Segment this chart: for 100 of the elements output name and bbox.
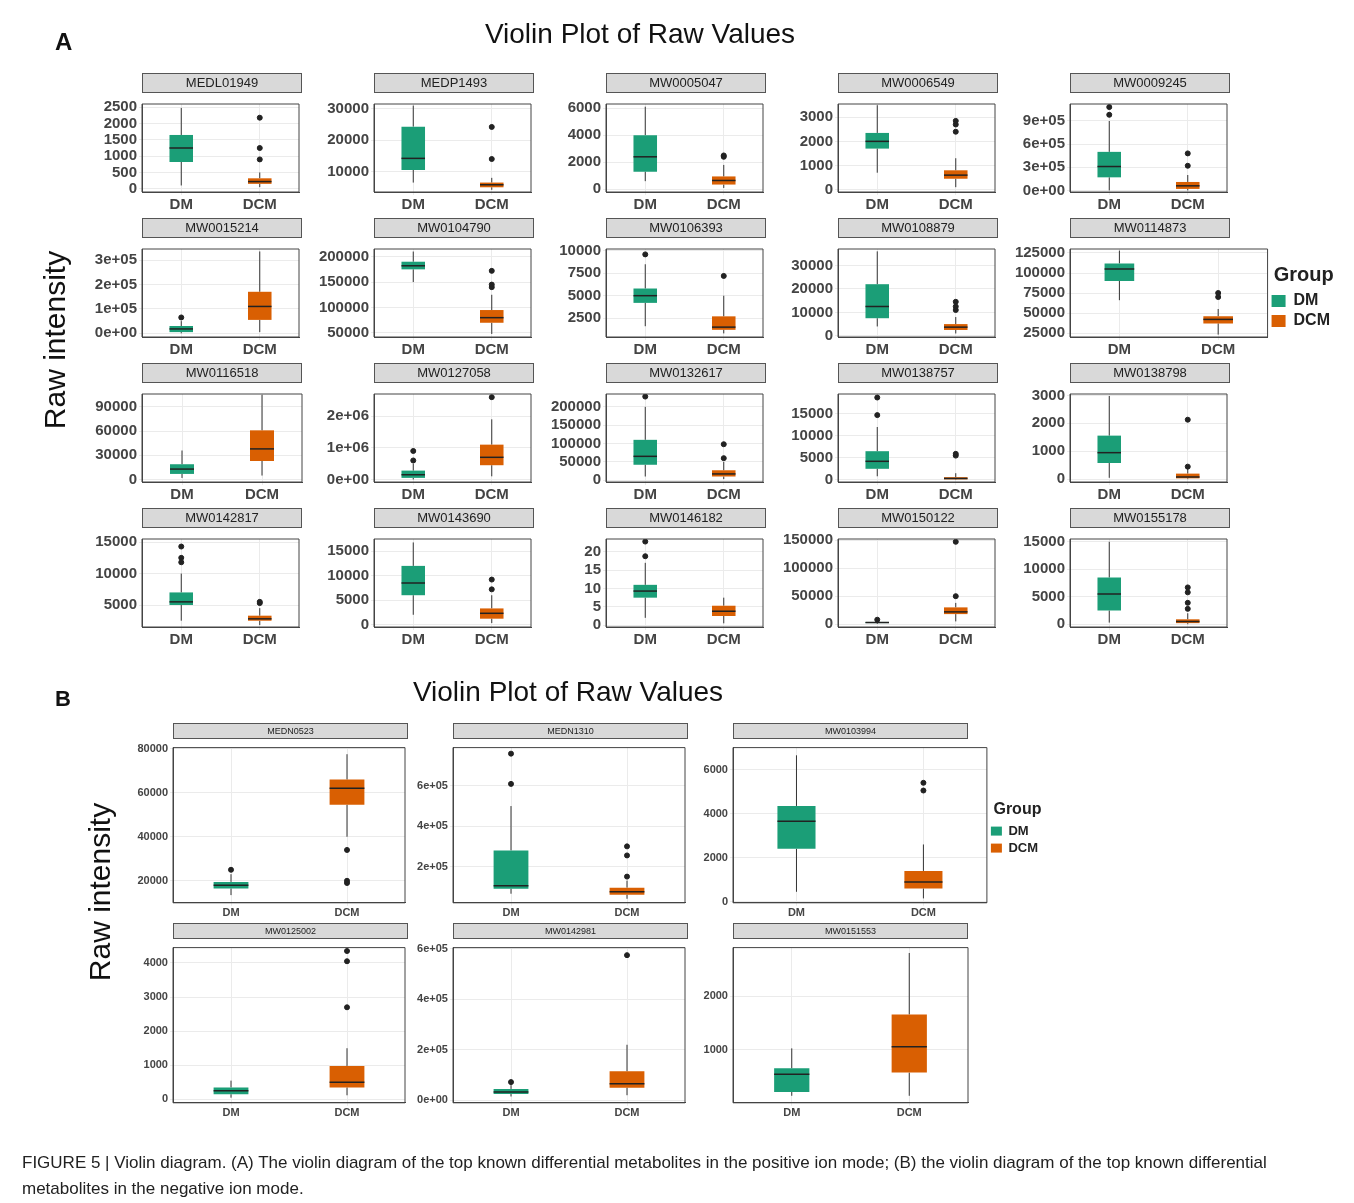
chart-title: MW0104790 — [374, 218, 534, 238]
x-tick-label: DCM — [896, 1106, 922, 1119]
y-tick-label: 3000 — [1031, 385, 1065, 403]
chart-title: MW0009245 — [1070, 73, 1230, 93]
x-tick-label: DCM — [706, 485, 741, 503]
y-axis-title: Raw intensity — [82, 801, 117, 984]
y-tick-label: 10000 — [327, 161, 369, 179]
y-tick-label: 0 — [824, 614, 833, 632]
y-tick-label: 20000 — [791, 279, 833, 297]
y-tick-label: 80000 — [137, 741, 168, 754]
chart-title: MW0114873 — [1070, 218, 1230, 238]
x-tick-label: DCM — [474, 485, 509, 503]
y-tick-label: 15 — [584, 560, 601, 578]
y-tick-label: 20000 — [137, 873, 168, 886]
y-tick-label: 25000 — [1023, 323, 1065, 341]
y-tick-label: 5000 — [103, 595, 137, 613]
y-tick-label: 30000 — [327, 98, 369, 116]
x-tick-label: DM — [222, 1106, 240, 1119]
y-tick-label: 1e+06 — [326, 437, 369, 455]
chart-title: MW0146182 — [606, 508, 766, 528]
y-tick-label: 0 — [721, 894, 728, 907]
y-tick-label: 15000 — [95, 532, 137, 550]
y-tick-label: 2000 — [799, 131, 833, 149]
x-tick-label: DCM — [1170, 195, 1205, 213]
y-tick-label: 150000 — [782, 530, 833, 548]
x-tick-label: DCM — [938, 195, 973, 213]
y-tick-label: 100000 — [1014, 263, 1065, 281]
y-tick-label: 4000 — [567, 125, 601, 143]
y-tick-label: 0e+00 — [326, 469, 369, 487]
x-tick-label: DCM — [706, 340, 741, 358]
x-tick-label: DM — [633, 195, 657, 213]
chart-title: MW0125002 — [173, 923, 408, 939]
y-tick-label: 90000 — [95, 397, 137, 415]
x-tick-label: DCM — [242, 340, 277, 358]
y-tick-label: 150000 — [318, 272, 369, 290]
x-tick-label: DM — [222, 906, 240, 919]
y-tick-label: 10 — [584, 578, 601, 596]
x-tick-label: DM — [633, 630, 657, 648]
x-tick-label: DM — [401, 195, 425, 213]
y-tick-label: 100000 — [550, 433, 601, 451]
y-tick-label: 5 — [592, 596, 601, 614]
x-tick-label: DCM — [244, 485, 280, 503]
chart-title: MW0005047 — [606, 73, 766, 93]
y-tick-label: 0 — [128, 469, 137, 487]
x-tick-label: DCM — [910, 906, 936, 919]
caption: FIGURE 5 | Violin diagram. (A) The violin diagram of the top known differential metabolites in the positive ion mode; (B) the violin diagram of the top known differential metabolites in the negative ion mode. — [22, 1152, 1268, 1200]
chart-title: MW0150122 — [838, 508, 998, 528]
y-tick-label: 50000 — [791, 586, 833, 604]
y-tick-label: 2000 — [703, 850, 728, 863]
y-tick-label: 50000 — [1023, 303, 1065, 321]
y-tick-label: 6e+05 — [417, 941, 448, 954]
chart-title: MW0138757 — [838, 363, 998, 383]
x-tick-label: DCM — [334, 906, 360, 919]
y-tick-label: 1500 — [103, 129, 137, 147]
x-tick-label: DCM — [706, 630, 741, 648]
y-tick-label: 50000 — [559, 451, 601, 469]
y-tick-label: 2000 — [1031, 413, 1065, 431]
y-tick-label: 9e+05 — [1022, 111, 1065, 129]
y-tick-label: 10000 — [791, 425, 833, 443]
y-tick-label: 2500 — [567, 308, 601, 326]
y-tick-label: 5000 — [567, 285, 601, 303]
y-tick-label: 3e+05 — [1022, 157, 1065, 175]
chart-title: MW0132617 — [606, 363, 766, 383]
y-tick-label: 10000 — [1023, 559, 1065, 577]
y-tick-label: 30000 — [791, 255, 833, 273]
y-tick-label: 5000 — [1031, 586, 1065, 604]
y-tick-label: 1000 — [103, 146, 137, 164]
x-tick-label: DM — [170, 485, 194, 503]
x-tick-label: DM — [633, 340, 657, 358]
y-tick-label: 6e+05 — [417, 778, 448, 791]
y-tick-label: 15000 — [327, 541, 369, 559]
x-tick-label: DM — [865, 485, 889, 503]
y-tick-label: 0 — [824, 469, 833, 487]
y-tick-label: 2000 — [143, 1024, 168, 1037]
x-tick-label: DM — [502, 906, 520, 919]
y-tick-label: 3000 — [799, 107, 833, 125]
x-tick-label: DM — [401, 340, 425, 358]
text: B — [55, 686, 71, 712]
y-tick-label: 2500 — [103, 97, 137, 115]
y-tick-label: 6e+05 — [1022, 134, 1065, 152]
chart-title: MEDP1493 — [374, 73, 534, 93]
y-tick-label: 0e+00 — [417, 1093, 448, 1106]
y-tick-label: 0 — [360, 614, 369, 632]
y-tick-label: 3e+05 — [94, 250, 137, 268]
chart-title: MW0108879 — [838, 218, 998, 238]
y-tick-label: 500 — [111, 162, 137, 180]
y-tick-label: 0e+00 — [1022, 180, 1065, 198]
x-tick-label: DM — [787, 906, 806, 919]
y-tick-label: 0 — [592, 470, 601, 488]
y-tick-label: 10000 — [791, 302, 833, 320]
y-tick-label: 0 — [824, 179, 833, 197]
y-tick-label: 1000 — [1031, 441, 1065, 459]
x-tick-label: DM — [1097, 195, 1121, 213]
y-tick-label: 0 — [592, 615, 601, 633]
chart-title: MW0127058 — [374, 363, 534, 383]
y-tick-label: 10000 — [95, 563, 137, 581]
legend-label: DCM — [1293, 311, 1330, 329]
y-tick-label: 5000 — [799, 447, 833, 465]
y-tick-label: 2e+05 — [417, 859, 448, 872]
x-tick-label: DM — [1097, 630, 1121, 648]
